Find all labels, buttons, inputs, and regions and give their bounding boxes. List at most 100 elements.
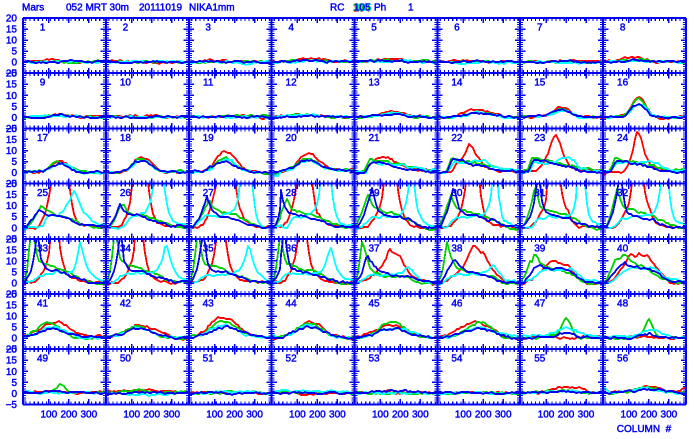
svg-text:25: 25 [37, 188, 49, 199]
svg-text:48: 48 [617, 299, 629, 310]
svg-text:300: 300 [246, 410, 263, 421]
svg-text:37: 37 [368, 243, 380, 254]
svg-text:200: 200 [558, 410, 575, 421]
svg-text:34: 34 [120, 243, 132, 254]
svg-text:47: 47 [534, 299, 546, 310]
svg-text:5: 5 [11, 47, 17, 58]
svg-text:105: 105 [354, 3, 371, 14]
svg-text:105: 105 [355, 3, 372, 14]
svg-text:55: 55 [534, 354, 546, 365]
svg-text:10: 10 [6, 146, 18, 157]
svg-text:50: 50 [120, 354, 132, 365]
svg-text:46: 46 [451, 299, 463, 310]
svg-text:0: 0 [11, 58, 17, 69]
svg-text:20: 20 [6, 179, 18, 190]
svg-text:36: 36 [286, 243, 298, 254]
svg-text:10: 10 [6, 91, 18, 102]
svg-text:20: 20 [6, 14, 18, 25]
svg-text:31: 31 [534, 188, 546, 199]
svg-text:51: 51 [203, 354, 215, 365]
svg-text:100: 100 [206, 410, 223, 421]
svg-text:200: 200 [475, 410, 492, 421]
svg-text:0: 0 [11, 168, 17, 179]
svg-text:20: 20 [6, 69, 18, 80]
svg-text:9: 9 [40, 78, 46, 89]
svg-text:32: 32 [617, 188, 629, 199]
svg-text:10: 10 [6, 256, 18, 267]
svg-text:−5: −5 [6, 69, 18, 80]
svg-text:3: 3 [205, 23, 211, 34]
svg-text:200: 200 [309, 410, 326, 421]
svg-text:33: 33 [37, 243, 49, 254]
svg-text:29: 29 [368, 188, 380, 199]
svg-text:20: 20 [286, 133, 298, 144]
svg-text:20: 20 [6, 234, 18, 245]
svg-text:1: 1 [408, 3, 414, 14]
svg-text:18: 18 [120, 133, 132, 144]
svg-text:−5: −5 [6, 400, 18, 411]
svg-text:RC: RC [330, 3, 344, 14]
svg-text:23: 23 [534, 133, 546, 144]
svg-text:300: 300 [412, 410, 429, 421]
svg-text:−5: −5 [6, 234, 18, 245]
svg-text:5: 5 [11, 157, 17, 168]
svg-text:NIKA1mm: NIKA1mm [189, 3, 235, 14]
svg-text:0: 0 [11, 223, 17, 234]
svg-text:22: 22 [451, 133, 463, 144]
svg-text:COLUMN #: COLUMN # [617, 424, 672, 435]
svg-text:200: 200 [641, 410, 658, 421]
svg-text:14: 14 [451, 78, 463, 89]
svg-text:12: 12 [286, 78, 298, 89]
svg-text:200: 200 [143, 410, 160, 421]
svg-text:13: 13 [368, 78, 380, 89]
svg-text:200: 200 [226, 410, 243, 421]
svg-text:49: 49 [37, 354, 49, 365]
svg-text:300: 300 [80, 410, 97, 421]
svg-text:200: 200 [60, 410, 77, 421]
svg-text:300: 300 [578, 410, 595, 421]
svg-text:104: 104 [354, 4, 371, 15]
svg-text:20111019: 20111019 [139, 3, 182, 14]
svg-text:20: 20 [6, 290, 18, 301]
svg-text:10: 10 [120, 78, 132, 89]
svg-text:35: 35 [203, 243, 215, 254]
svg-text:1: 1 [40, 23, 46, 34]
svg-text:100: 100 [455, 410, 472, 421]
svg-text:100: 100 [372, 410, 389, 421]
svg-text:100: 100 [40, 410, 57, 421]
svg-text:30: 30 [451, 188, 463, 199]
svg-text:52: 52 [286, 354, 298, 365]
svg-text:5: 5 [371, 23, 377, 34]
svg-text:20: 20 [6, 124, 18, 135]
svg-text:19: 19 [203, 133, 215, 144]
svg-text:15: 15 [6, 25, 18, 36]
svg-text:300: 300 [661, 410, 678, 421]
svg-text:103: 103 [353, 3, 370, 14]
svg-text:100: 100 [289, 410, 306, 421]
svg-text:6: 6 [454, 23, 460, 34]
svg-text:42: 42 [120, 299, 132, 310]
svg-text:54: 54 [451, 354, 463, 365]
svg-text:300: 300 [495, 410, 512, 421]
svg-text:10: 10 [6, 312, 18, 323]
svg-text:44: 44 [286, 299, 298, 310]
svg-text:41: 41 [37, 299, 49, 310]
svg-text:45: 45 [368, 299, 380, 310]
svg-text:39: 39 [534, 243, 546, 254]
svg-text:15: 15 [6, 301, 18, 312]
svg-text:−5: −5 [6, 124, 18, 135]
svg-text:20: 20 [6, 345, 18, 356]
svg-text:5: 5 [11, 323, 17, 334]
svg-text:7: 7 [537, 23, 543, 34]
svg-text:−5: −5 [6, 345, 18, 356]
svg-text:43: 43 [203, 299, 215, 310]
svg-text:−5: −5 [6, 290, 18, 301]
svg-text:5: 5 [11, 378, 17, 389]
svg-text:38: 38 [451, 243, 463, 254]
svg-text:0: 0 [11, 279, 17, 290]
svg-text:052 MRT 30m: 052 MRT 30m [66, 3, 129, 14]
svg-text:53: 53 [368, 354, 380, 365]
svg-text:10: 10 [6, 367, 18, 378]
svg-text:300: 300 [163, 410, 180, 421]
svg-text:28: 28 [286, 188, 298, 199]
